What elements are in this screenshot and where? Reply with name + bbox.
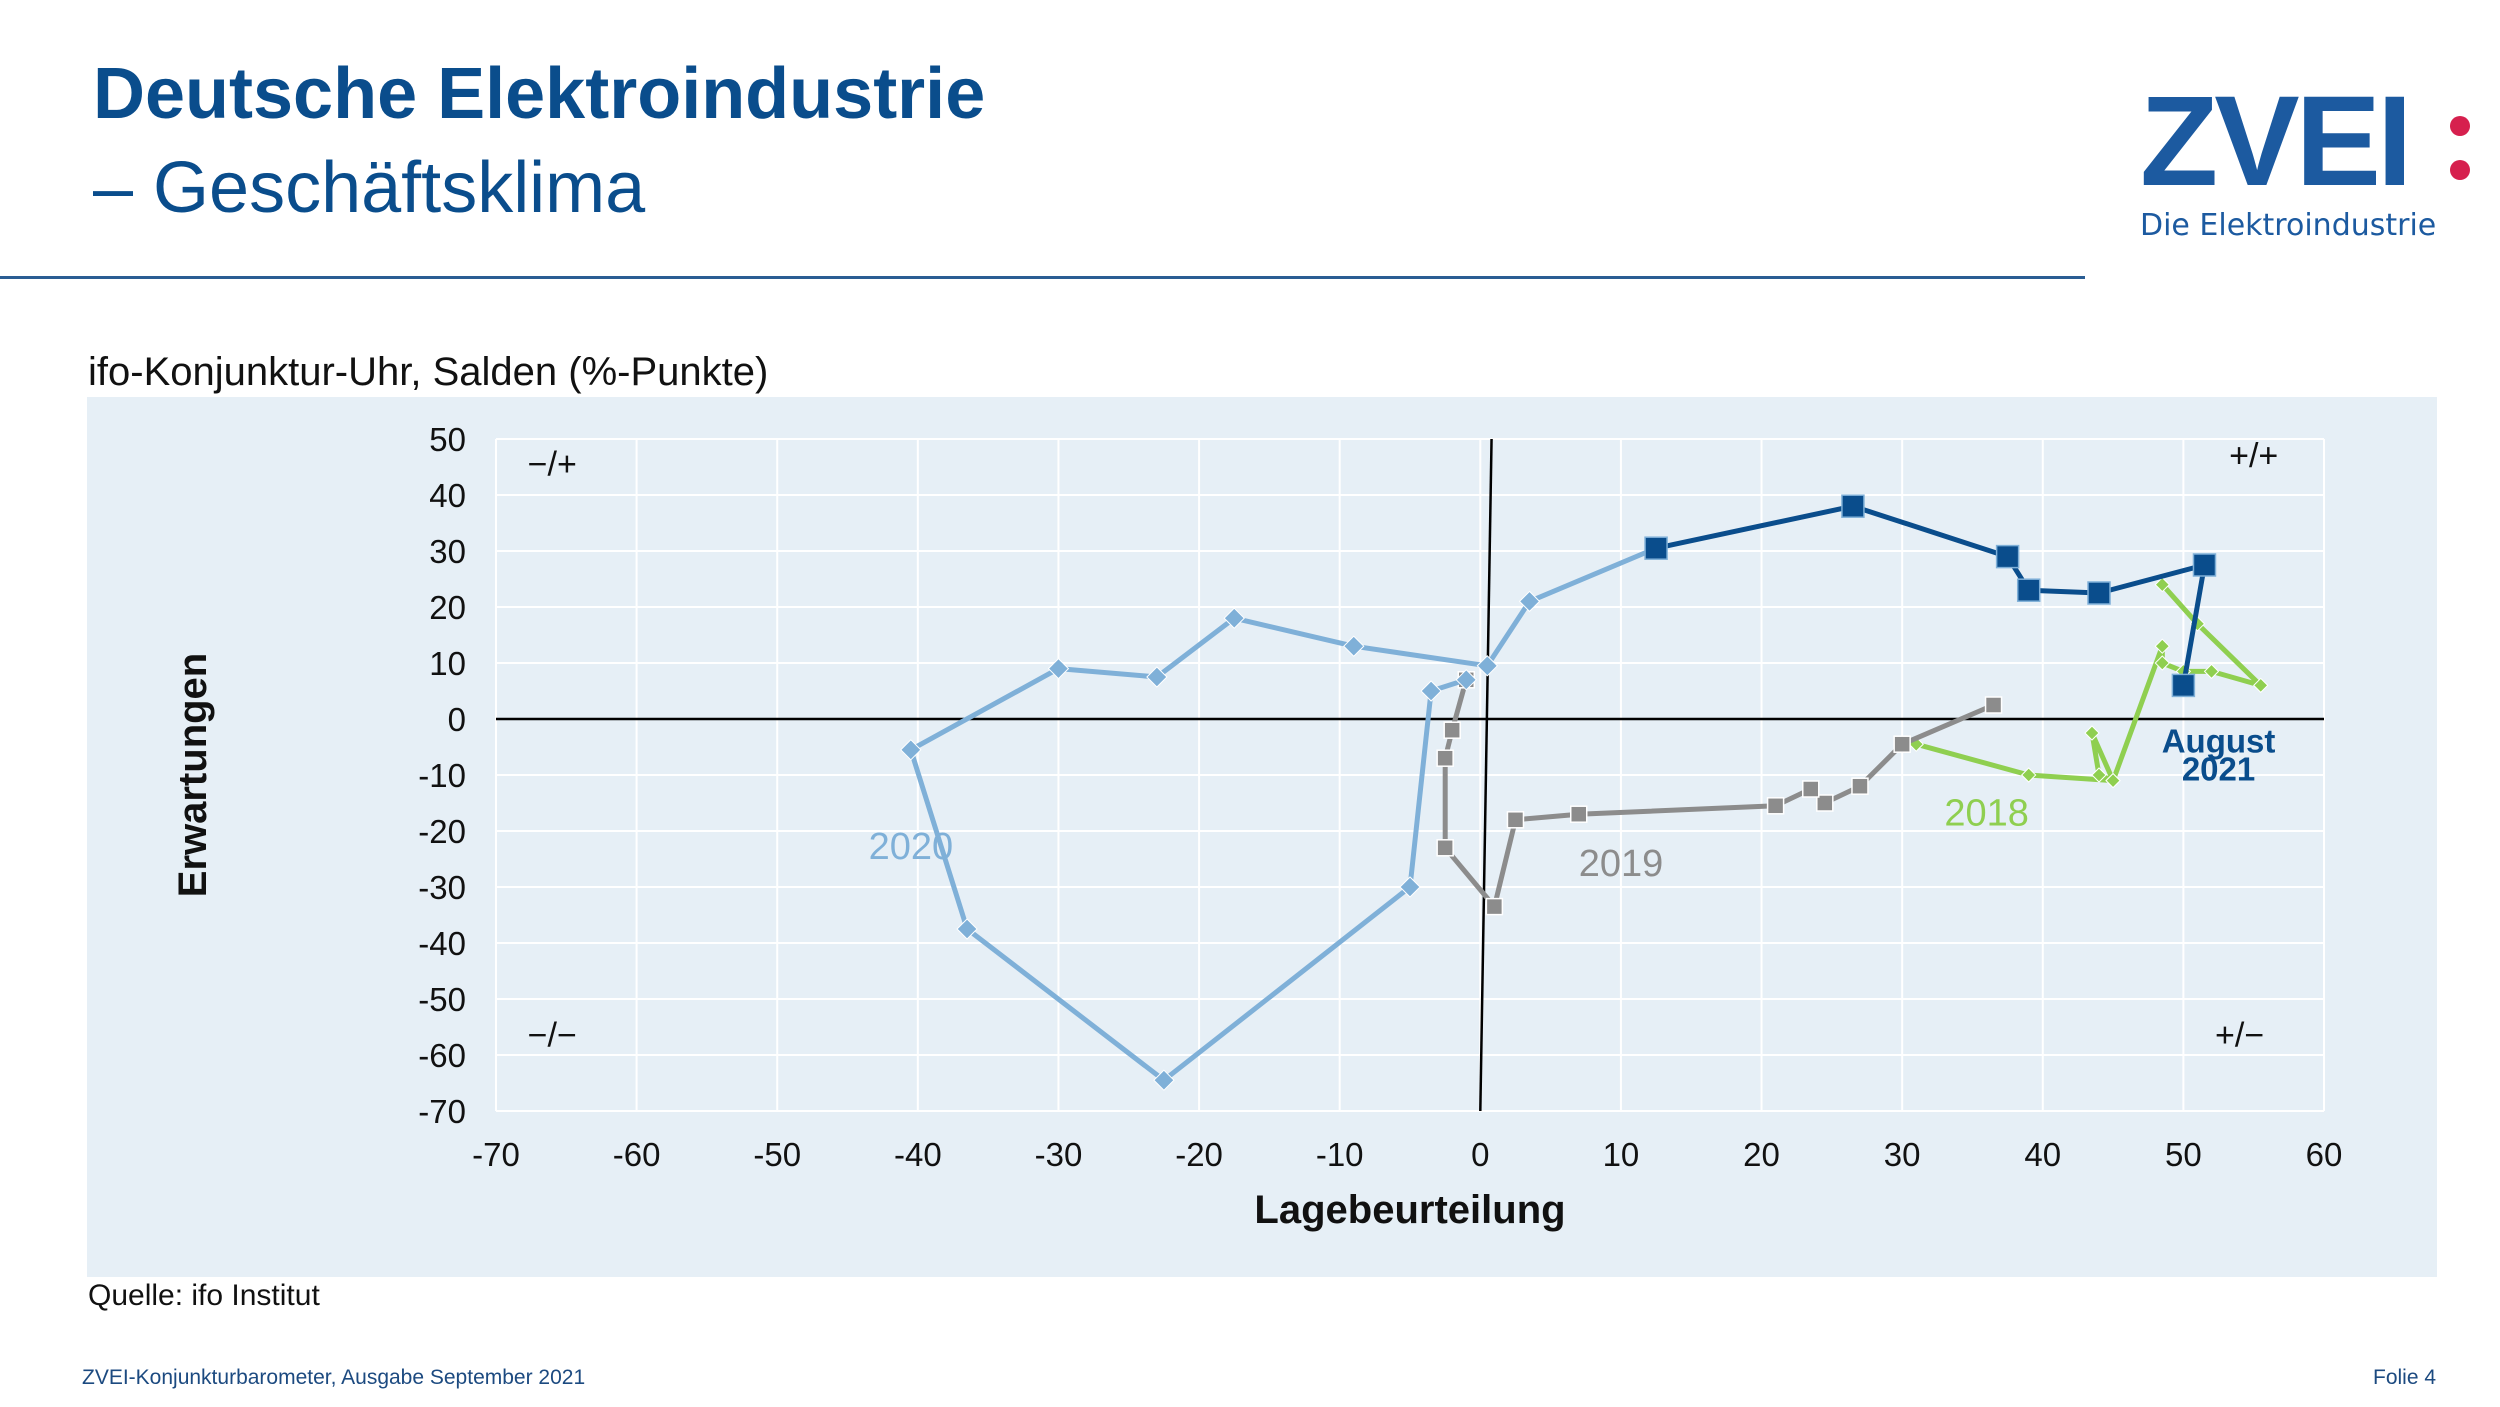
data-point <box>900 739 922 761</box>
footer-slide-number: Folie 4 <box>2373 1366 2437 1389</box>
data-point <box>1455 669 1477 691</box>
y-tick-label: -40 <box>418 925 466 962</box>
page-subtitle: – Geschäftsklima <box>93 148 646 228</box>
data-point <box>1816 794 1834 812</box>
data-point <box>1569 805 1588 823</box>
header-divider <box>0 276 2085 279</box>
data-point <box>2084 725 2100 741</box>
x-tick-label: 50 <box>2165 1136 2202 1173</box>
data-point <box>2154 655 2170 671</box>
data-point <box>1153 1069 1175 1091</box>
data-point <box>1766 797 1785 815</box>
x-tick-label: -30 <box>1035 1136 1083 1173</box>
ifo-business-cycle-clock-chart: -70 -60 -50 -40 -30 -20 -10 0 10 20 30 40 50 60 -70 -60… <box>171 421 2342 1232</box>
data-point <box>1146 666 1168 688</box>
quadrant-label-top-left: −/+ <box>528 445 577 483</box>
data-point <box>2203 663 2220 680</box>
data-point <box>1436 839 1454 857</box>
data-point <box>1476 655 1499 677</box>
data-point <box>1343 635 1365 657</box>
data-point <box>1995 544 2020 569</box>
data-point <box>1506 811 1525 829</box>
y-tick-label: 10 <box>429 645 466 682</box>
y-tick-label: -30 <box>418 869 466 906</box>
series-2020 <box>900 537 1667 1091</box>
annotation-label: August <box>2162 723 2276 760</box>
annotation-label: 2020 <box>869 826 954 868</box>
series <box>900 494 2269 1091</box>
data-point <box>1399 876 1421 898</box>
y-tick-label: 20 <box>429 589 466 626</box>
y-tick-label: -20 <box>418 813 466 850</box>
y-tick-label: -60 <box>418 1037 466 1074</box>
page-title: Deutsche Elektroindustrie <box>93 54 986 134</box>
data-point <box>956 918 978 940</box>
data-point <box>2087 581 2111 605</box>
logo-dot-upper <box>2450 116 2470 136</box>
data-point <box>1047 657 1070 680</box>
x-tick-label: 10 <box>1603 1136 1640 1173</box>
source-note: Quelle: ifo Institut <box>88 1279 320 1312</box>
y-tick-label: 50 <box>429 421 466 458</box>
data-point <box>1485 897 1504 916</box>
tick-labels: -70 -60 -50 -40 -30 -20 -10 0 10 20 30 40 50 60 -70 -60… <box>418 421 2342 1173</box>
data-point <box>2105 772 2121 789</box>
y-tick-label: -10 <box>418 757 466 794</box>
data-point <box>2171 673 2196 698</box>
data-point <box>2253 677 2269 694</box>
data-point <box>2192 553 2217 577</box>
x-tick-label: 60 <box>2306 1136 2343 1173</box>
data-point <box>1851 777 1869 795</box>
data-point <box>2154 638 2170 654</box>
footer-publication: ZVEI-Konjunkturbarometer, Ausgabe Septem… <box>82 1366 586 1389</box>
x-tick-label: -40 <box>894 1136 942 1173</box>
y-zero-axis <box>1479 438 1493 1112</box>
x-tick-label: -70 <box>472 1136 520 1173</box>
y-tick-label: -50 <box>418 981 466 1018</box>
x-axis-label: Lagebeurteilung <box>1254 1188 1565 1232</box>
chart-subtitle: ifo-Konjunktur-Uhr, Salden (%-Punkte) <box>88 350 769 394</box>
x-tick-label: -60 <box>613 1136 661 1173</box>
quadrant-label-top-right: +/+ <box>2229 437 2278 475</box>
data-point <box>1518 590 1541 613</box>
zvei-logo: ZVEI Die Elektroindustrie <box>2140 78 2470 248</box>
y-tick-label: 40 <box>429 477 466 514</box>
x-tick-label: -10 <box>1316 1136 1364 1173</box>
x-tick-label: -20 <box>1175 1136 1223 1173</box>
x-tick-label: 40 <box>2024 1136 2061 1173</box>
y-axis-label: Erwartungen <box>171 653 215 897</box>
data-point <box>1893 735 1911 753</box>
y-tick-label: -70 <box>418 1093 466 1130</box>
data-point <box>2154 576 2170 593</box>
data-point <box>2091 767 2107 783</box>
x-tick-label: -50 <box>753 1136 801 1173</box>
x-tick-label: 20 <box>1743 1136 1780 1173</box>
annotation-label: 2019 <box>1579 843 1664 885</box>
data-point <box>1644 536 1668 560</box>
series-2021 <box>1644 494 2217 698</box>
y-tick-label: 0 <box>448 701 466 738</box>
data-point <box>2021 767 2037 783</box>
y-tick-label: 30 <box>429 533 466 570</box>
data-point <box>1443 721 1461 739</box>
data-point <box>1841 494 1865 518</box>
data-point <box>1984 696 2003 714</box>
data-point <box>2016 578 2041 602</box>
data-point <box>1223 607 1245 629</box>
data-point <box>1436 749 1454 767</box>
x-tick-label: 30 <box>1884 1136 1921 1173</box>
annotation-label: 2021 <box>2182 751 2255 788</box>
chart-labels: Lagebeurteilung Erwartungen −/+ +/+ −/− … <box>171 437 2278 1232</box>
data-point <box>1420 680 1442 702</box>
data-point <box>1802 780 1820 798</box>
annotation-label: 2018 <box>1944 792 2029 834</box>
quadrant-label-bottom-right: +/− <box>2215 1017 2264 1055</box>
logo-wordmark: ZVEI <box>2140 70 2412 213</box>
logo-dot-lower <box>2450 160 2470 180</box>
x-tick-label: 0 <box>1471 1136 1489 1173</box>
quadrant-label-bottom-left: −/− <box>528 1017 577 1055</box>
axes <box>496 438 2324 1112</box>
logo-tagline: Die Elektroindustrie <box>2140 208 2437 243</box>
